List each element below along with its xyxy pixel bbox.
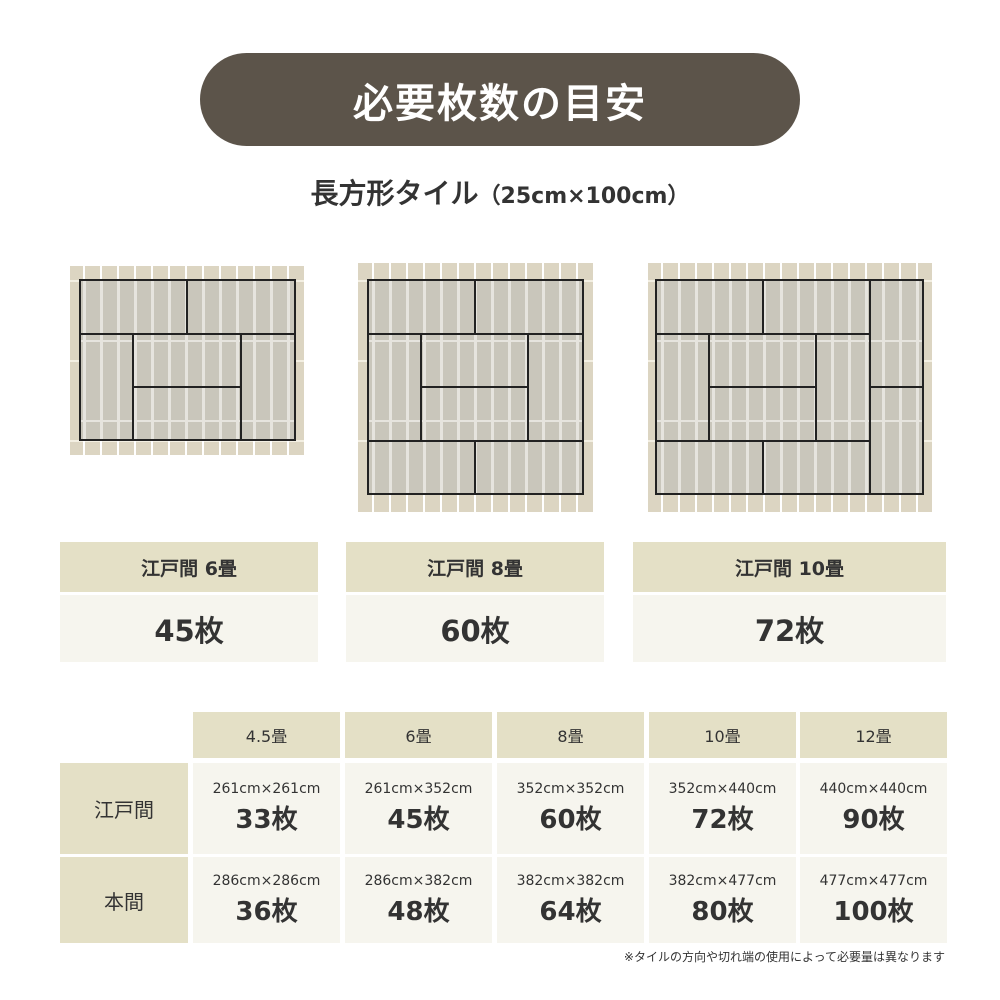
table-cell: 261cm×261cm 33枚 [193,763,340,854]
column-header: 6畳 [345,712,492,758]
tile-count: 80枚 [691,896,754,927]
tile-count: 60枚 [539,805,602,835]
tile-count: 90枚 [842,805,905,835]
subtitle-size: （25cm×100cm） [478,184,690,209]
layout-diagrams [70,263,932,512]
row-header: 江戸間 [60,763,188,854]
table-cell: 352cm×440cm 72枚 [649,763,796,854]
diagram-8-jo [358,263,593,512]
subtitle-main: 長方形タイル [310,177,479,210]
room-dimensions: 352cm×352cm [516,781,625,797]
room-dimensions: 440cm×440cm [819,781,928,797]
table-cell: 382cm×382cm 64枚 [497,857,644,943]
column-header: 8畳 [497,712,644,758]
table-cell: 286cm×382cm 48枚 [345,857,492,943]
plan-count-8: 60枚 [346,595,604,662]
tile-count: 36枚 [235,896,298,927]
plan-label-8: 江戸間 8畳 [346,542,604,592]
table-cell: 382cm×477cm 80枚 [649,857,796,943]
subtitle: 長方形タイル（25cm×100cm） [0,172,1000,212]
room-dimensions: 286cm×286cm [212,872,321,889]
footnote: ※タイルの方向や切れ端の使用によって必要量は異なります [623,950,945,964]
table-cell: 440cm×440cm 90枚 [800,763,947,854]
column-header: 4.5畳 [193,712,340,758]
room-dimensions: 286cm×382cm [364,872,473,889]
tile-count: 48枚 [387,896,450,927]
table-cell: 477cm×477cm 100枚 [800,857,947,943]
diagram-10-jo [648,263,932,512]
tile-count: 45枚 [387,805,450,835]
table-cell: 261cm×352cm 45枚 [345,763,492,854]
column-header: 10畳 [649,712,796,758]
plan-count-10: 72枚 [633,595,946,662]
room-dimensions: 477cm×477cm [819,872,928,889]
table-cell: 286cm×286cm 36枚 [193,857,340,943]
room-dimensions: 382cm×382cm [516,872,625,889]
room-dimensions: 261cm×261cm [212,781,321,797]
tile-count: 72枚 [691,805,754,835]
table-cell: 352cm×352cm 60枚 [497,763,644,854]
room-dimensions: 261cm×352cm [364,781,473,797]
diagram-6-jo [70,266,305,455]
plan-count-6: 45枚 [60,595,318,662]
plan-label-10: 江戸間 10畳 [633,542,946,592]
tile-count: 33枚 [235,805,298,835]
row-header: 本間 [60,857,188,943]
room-dimensions: 382cm×477cm [668,872,777,889]
plan-label-6: 江戸間 6畳 [60,542,318,592]
tile-count: 64枚 [539,896,602,927]
title-banner: 必要枚数の目安 [200,53,800,146]
column-header: 12畳 [800,712,947,758]
room-dimensions: 352cm×440cm [668,781,777,797]
tile-count: 100枚 [833,896,914,927]
